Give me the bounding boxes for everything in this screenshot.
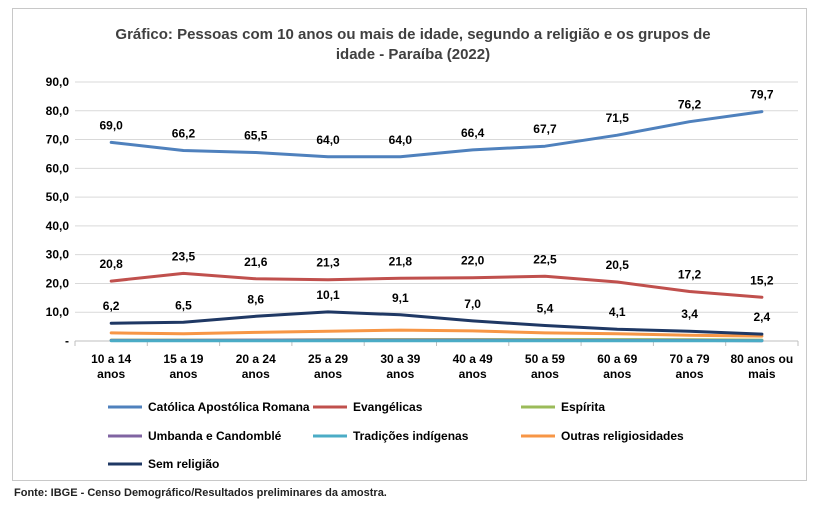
data-label: 64,0: [316, 133, 340, 147]
x-tick-label: anos: [459, 367, 487, 381]
data-label: 20,8: [99, 257, 123, 271]
data-label: 15,2: [750, 273, 774, 287]
data-label: 65,5: [244, 129, 268, 143]
chart-title-line-1: Gráfico: Pessoas com 10 anos ou mais de …: [115, 26, 710, 43]
data-label: 69,0: [99, 118, 123, 132]
data-label: 4,1: [609, 305, 626, 319]
y-tick-label: 10,0: [46, 305, 70, 319]
x-tick-label: 15 a 19: [163, 352, 203, 366]
y-tick-label: 50,0: [46, 190, 70, 204]
x-tick-label: mais: [748, 367, 776, 381]
source-note: Fonte: IBGE - Censo Demográfico/Resultad…: [14, 487, 387, 499]
data-labels: 69,0 66,2 65,5 64,0 64,0 66,4 67,7 71,5 76,2 79,7…: [99, 88, 773, 324]
x-tick-label: anos: [676, 367, 704, 381]
data-label: 64,0: [389, 133, 413, 147]
y-tick-label: 90,0: [46, 75, 70, 89]
data-label: 22,5: [533, 252, 557, 266]
legend-entry: Outras religiosidades: [561, 429, 684, 443]
x-tick-label: 70 a 79: [670, 352, 710, 366]
data-label: 66,4: [461, 126, 485, 140]
data-label: 22,0: [461, 254, 485, 268]
y-tick-label: -: [65, 334, 69, 348]
series-lines: [109, 110, 764, 343]
legend-entry: Sem religião: [148, 457, 219, 471]
y-tick-label: 60,0: [46, 161, 70, 175]
data-label: 21,3: [316, 256, 340, 270]
data-label: 17,2: [678, 268, 702, 282]
x-tick-label: anos: [169, 367, 197, 381]
data-label: 21,6: [244, 255, 268, 269]
x-tick-label: 20 a 24: [236, 352, 276, 366]
data-label: 3,4: [681, 307, 698, 321]
chart-title-line-2: idade - Paraíba (2022): [336, 46, 490, 63]
x-tick-label: anos: [603, 367, 631, 381]
data-label: 8,6: [247, 292, 264, 306]
y-tick-label: 80,0: [46, 104, 70, 118]
data-label: 76,2: [678, 98, 702, 112]
x-tick-label: 10 a 14: [91, 352, 131, 366]
data-label: 23,5: [172, 249, 196, 263]
series-line: [109, 110, 764, 159]
legend-entry: Espírita: [561, 400, 605, 414]
data-label: 79,7: [750, 88, 774, 102]
x-tick-label: anos: [386, 367, 414, 381]
chart-container: Gráfico: Pessoas com 10 anos ou mais de …: [12, 8, 807, 481]
axes: - 10,0 20,0 30,0 40,0 50,0 60,0 70,0 80,0 90,0 10 …: [46, 75, 799, 381]
data-label: 6,5: [175, 298, 192, 312]
data-label: 10,1: [316, 288, 340, 302]
x-tick-label: 30 a 39: [380, 352, 420, 366]
y-tick-label: 40,0: [46, 219, 70, 233]
data-label: 71,5: [606, 111, 630, 125]
data-label: 2,4: [754, 310, 771, 324]
x-tick-label: anos: [242, 367, 270, 381]
x-tick-label: anos: [314, 367, 342, 381]
series-line: [109, 271, 764, 299]
x-tick-label: 50 a 59: [525, 352, 565, 366]
data-label: 67,7: [533, 122, 557, 136]
legend-entry: Evangélicas: [353, 400, 423, 414]
x-tick-label: 25 a 29: [308, 352, 348, 366]
legend-entry: Umbanda e Candomblé: [148, 429, 282, 443]
y-tick-label: 70,0: [46, 133, 70, 147]
x-tick-label: anos: [531, 367, 559, 381]
data-label: 5,4: [537, 301, 554, 315]
data-label: 9,1: [392, 291, 409, 305]
data-label: 20,5: [606, 258, 630, 272]
data-label: 6,2: [103, 299, 120, 313]
legend: Católica Apostólica Romana Evangélicas Esp…: [108, 400, 684, 471]
legend-entry: Católica Apostólica Romana: [148, 400, 310, 414]
legend-entry: Tradições indígenas: [353, 429, 469, 443]
x-tick-label: 80 anos ou: [731, 352, 794, 366]
y-tick-label: 20,0: [46, 276, 70, 290]
x-tick-label: 60 a 69: [597, 352, 637, 366]
data-label: 21,8: [389, 254, 413, 268]
x-tick-label: 40 a 49: [453, 352, 493, 366]
x-tick-label: anos: [97, 367, 125, 381]
y-tick-label: 30,0: [46, 248, 70, 262]
grid: [75, 81, 798, 342]
series-line: [109, 310, 764, 336]
data-label: 66,2: [172, 126, 196, 140]
line-chart: Gráfico: Pessoas com 10 anos ou mais de …: [46, 26, 799, 471]
series-line: [109, 328, 764, 338]
data-label: 7,0: [464, 297, 481, 311]
